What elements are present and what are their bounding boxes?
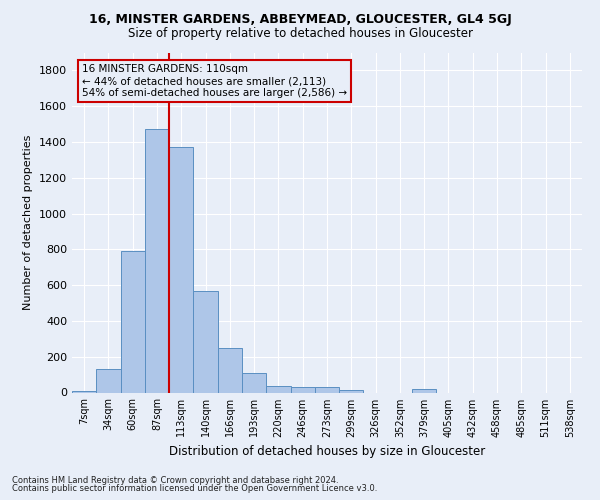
Bar: [290, 387, 315, 392]
Bar: [339, 390, 364, 392]
Text: 16 MINSTER GARDENS: 110sqm
← 44% of detached houses are smaller (2,113)
54% of s: 16 MINSTER GARDENS: 110sqm ← 44% of deta…: [82, 64, 347, 98]
Text: Contains public sector information licensed under the Open Government Licence v3: Contains public sector information licen…: [12, 484, 377, 493]
Bar: [72, 390, 96, 392]
Bar: [96, 369, 121, 392]
Text: Size of property relative to detached houses in Gloucester: Size of property relative to detached ho…: [128, 28, 473, 40]
Text: Contains HM Land Registry data © Crown copyright and database right 2024.: Contains HM Land Registry data © Crown c…: [12, 476, 338, 485]
Bar: [121, 251, 145, 392]
Bar: [145, 128, 169, 392]
Bar: [242, 373, 266, 392]
Bar: [315, 387, 339, 392]
Bar: [266, 386, 290, 392]
Bar: [412, 389, 436, 392]
X-axis label: Distribution of detached houses by size in Gloucester: Distribution of detached houses by size …: [169, 445, 485, 458]
Text: 16, MINSTER GARDENS, ABBEYMEAD, GLOUCESTER, GL4 5GJ: 16, MINSTER GARDENS, ABBEYMEAD, GLOUCEST…: [89, 12, 511, 26]
Bar: [193, 292, 218, 392]
Y-axis label: Number of detached properties: Number of detached properties: [23, 135, 34, 310]
Bar: [169, 148, 193, 392]
Bar: [218, 348, 242, 393]
